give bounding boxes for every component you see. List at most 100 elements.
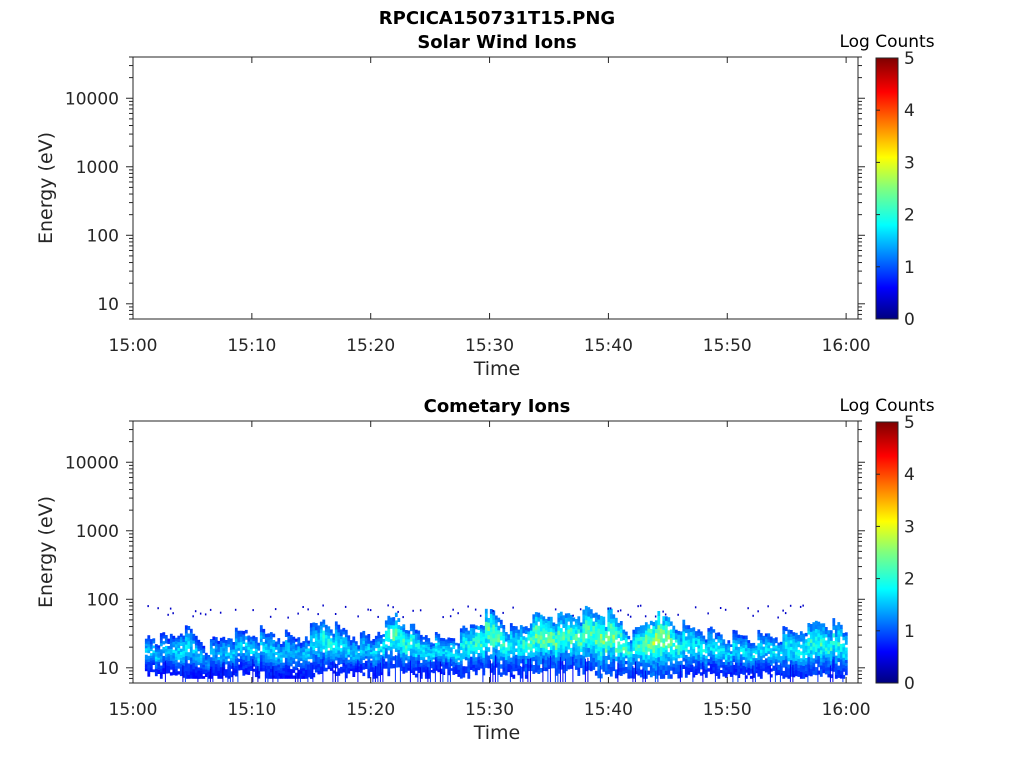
spectrogram-cell xyxy=(359,655,363,659)
spectrogram-cell xyxy=(754,651,758,655)
spectrogram-cell xyxy=(367,656,371,660)
panel-1-title: Solar Wind Ions xyxy=(417,32,576,53)
spectrogram-cell xyxy=(769,636,773,640)
spectrogram-cell xyxy=(792,661,796,665)
spectrogram-cell xyxy=(612,634,616,639)
spectrogram-cell xyxy=(237,644,241,648)
spectrogram-cell xyxy=(312,657,316,662)
colorbar-title-1: Log Counts xyxy=(839,32,934,52)
spectrogram-cell xyxy=(249,636,253,640)
spectrogram-cell xyxy=(799,661,803,666)
spectrogram-cell xyxy=(729,671,733,675)
spectrogram-cell xyxy=(307,651,311,654)
spectrogram-cell xyxy=(699,672,703,676)
spectrogram-cell xyxy=(329,641,333,645)
spectrogram-cell xyxy=(549,642,553,647)
spectrogram-cell xyxy=(634,637,638,641)
spectrogram-cell xyxy=(277,664,281,668)
spectrogram-cell xyxy=(684,629,688,634)
spectrogram-cell xyxy=(727,659,731,663)
spectrogram-cell xyxy=(832,644,836,649)
spectrogram-cell xyxy=(544,652,548,657)
spectrogram-cell xyxy=(707,634,711,638)
spectrogram-cell xyxy=(229,643,233,647)
spectrogram-cell xyxy=(689,646,693,651)
spectrogram-cell xyxy=(434,658,436,682)
spectrogram-cell xyxy=(187,626,191,631)
spectrogram-cell xyxy=(779,672,783,676)
spectrogram-cell xyxy=(524,663,528,668)
spectrogram-cell xyxy=(259,638,263,642)
spectrogram-cell xyxy=(177,665,181,669)
spectrogram-cell xyxy=(449,642,453,646)
spectrogram-cell xyxy=(344,636,348,641)
spectrogram-cell xyxy=(299,668,303,672)
spectrogram-cell xyxy=(414,656,418,661)
spectrogram-cell xyxy=(154,653,158,657)
spectrogram-cell xyxy=(384,661,388,666)
spectrogram-cell xyxy=(577,637,581,643)
spectrogram-cell xyxy=(404,648,408,652)
spectrogram-cell xyxy=(539,631,543,636)
spectrogram-cell xyxy=(269,615,272,618)
spectrogram-cell xyxy=(362,662,366,667)
spectrogram-cell xyxy=(277,638,281,642)
spectrogram-cell xyxy=(234,645,238,649)
x-axis-label-2: Time xyxy=(473,722,521,744)
spectrogram-cell xyxy=(629,667,633,671)
spectrogram-cell xyxy=(389,621,393,626)
spectrogram-cell xyxy=(447,672,451,676)
spectrogram-cell xyxy=(222,663,224,682)
spectrogram-cell xyxy=(204,660,208,663)
spectrogram-cell xyxy=(449,638,453,641)
spectrogram-cell xyxy=(764,636,768,640)
spectrogram-cell xyxy=(709,643,713,648)
spectrogram-cell xyxy=(207,667,211,670)
colorbar-tick-label: 5 xyxy=(904,49,915,69)
spectrogram-cell xyxy=(707,652,711,657)
spectrogram-cell xyxy=(792,651,796,655)
spectrogram-cell xyxy=(192,640,196,644)
spectrogram-cell xyxy=(779,658,783,662)
spectrogram-cell xyxy=(479,646,483,651)
spectrogram-cell xyxy=(214,660,218,665)
spectrogram-cell xyxy=(722,650,726,654)
spectrogram-cell xyxy=(797,670,801,674)
spectrogram-cell xyxy=(719,645,723,649)
spectrogram-cell xyxy=(534,659,538,664)
spectrogram-cell xyxy=(757,636,761,641)
spectrogram-cell xyxy=(244,629,248,634)
spectrogram-cell xyxy=(214,669,218,673)
spectrogram-cell xyxy=(437,647,441,651)
spectrogram-cell xyxy=(652,621,656,627)
spectrogram-cell xyxy=(334,636,338,642)
spectrogram-cell xyxy=(724,664,728,668)
spectrogram-cell xyxy=(382,639,386,642)
spectrogram-cell xyxy=(607,607,611,613)
spectrogram-cell xyxy=(492,615,496,620)
spectrogram-cell xyxy=(614,626,618,632)
spectrogram-cell xyxy=(807,626,811,631)
spectrogram-cell xyxy=(692,648,696,653)
spectrogram-cell xyxy=(437,652,441,656)
spectrogram-cell xyxy=(644,634,648,639)
spectrogram-cell xyxy=(377,634,381,639)
spectrogram-cell xyxy=(647,662,651,668)
spectrogram-cell xyxy=(379,671,383,676)
spectrogram-cell xyxy=(834,663,838,668)
spectrogram-cell xyxy=(494,615,498,620)
spectrogram-cell xyxy=(282,675,286,679)
spectrogram-cell xyxy=(272,668,276,673)
spectrogram-cell xyxy=(669,654,673,659)
spectrogram-cell xyxy=(479,614,482,617)
spectrogram-cell xyxy=(469,660,473,664)
spectrogram-cell xyxy=(417,651,421,655)
spectrogram-cell xyxy=(527,643,531,647)
spectrogram-cell xyxy=(159,636,163,640)
spectrogram-cell xyxy=(379,646,383,650)
spectrogram-cell xyxy=(299,652,303,656)
spectrogram-cell xyxy=(457,643,461,647)
spectrogram-cell xyxy=(804,664,808,668)
spectrogram-cell xyxy=(192,615,194,618)
spectrogram-cell xyxy=(339,641,343,646)
